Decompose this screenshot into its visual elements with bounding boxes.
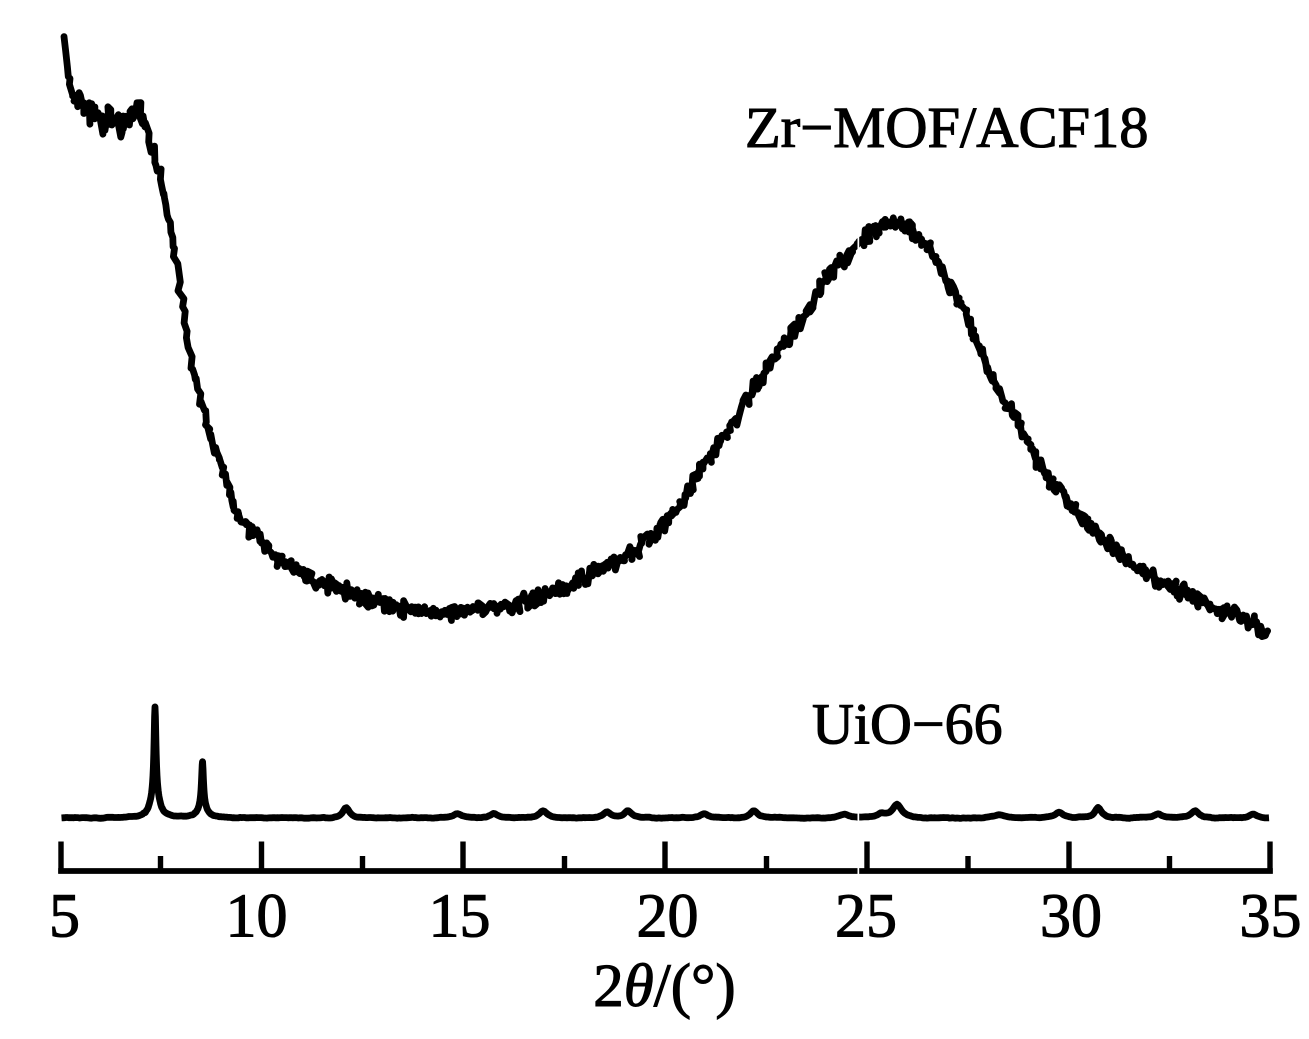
svg-text:Zr−MOF/ACF18: Zr−MOF/ACF18 [745,95,1149,160]
svg-text:35: 35 [1240,883,1302,951]
svg-text:30: 30 [1040,883,1102,951]
svg-text:15: 15 [429,883,491,951]
svg-text:10: 10 [226,883,288,951]
svg-text:UiO−66: UiO−66 [812,692,1003,757]
svg-text:25: 25 [835,883,897,951]
svg-text:5: 5 [49,883,80,951]
svg-text:20: 20 [637,883,699,951]
svg-text:2θ/(°): 2θ/(°) [593,953,735,1020]
